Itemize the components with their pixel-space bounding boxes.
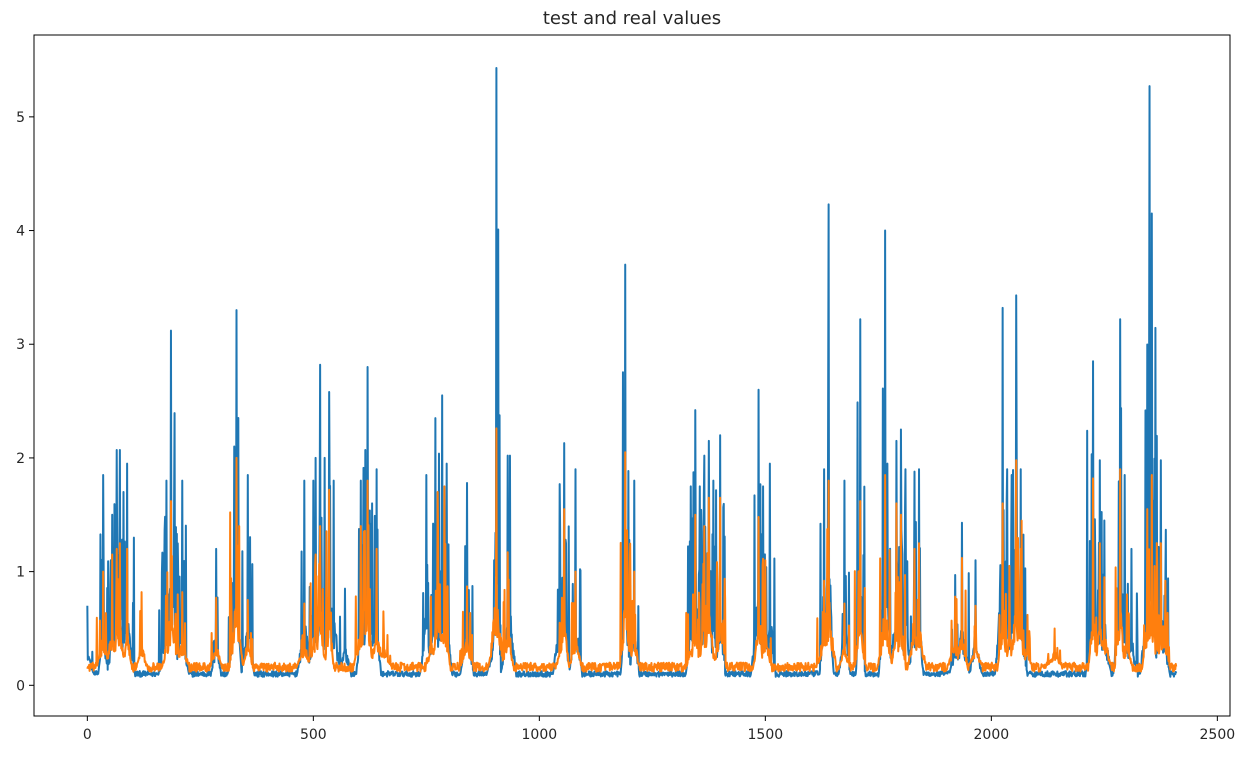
x-tick-label: 2500: [1200, 727, 1236, 743]
series-line-2: [86, 427, 1178, 673]
y-tick-label: 5: [16, 110, 25, 126]
plot-frame: [33, 34, 1231, 717]
x-tick-label: 2000: [974, 727, 1010, 743]
y-tick-label: 3: [16, 337, 25, 353]
y-tick-label: 4: [16, 224, 25, 240]
y-axis: 0 1 2 3 4 5: [16, 110, 34, 694]
y-tick-label: 2: [16, 451, 25, 467]
y-tick-label: 0: [16, 678, 25, 694]
x-tick-label: 1500: [748, 727, 784, 743]
x-axis: 0 500 1000 1500 2000 2500: [83, 716, 1235, 743]
y-tick-label: 1: [16, 565, 25, 581]
chart-title: test and real values: [543, 8, 721, 29]
x-tick-label: 500: [300, 727, 327, 743]
plot-area: [86, 66, 1178, 678]
series-line-1: [86, 66, 1178, 678]
x-tick-label: 0: [83, 727, 92, 743]
x-tick-label: 1000: [522, 727, 558, 743]
